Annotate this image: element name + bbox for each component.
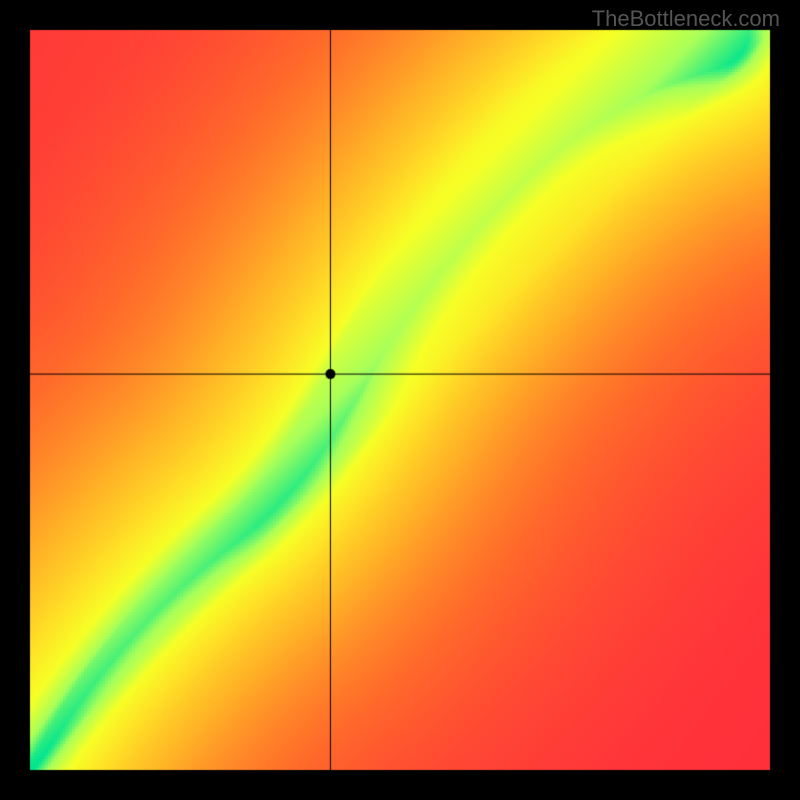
bottleneck-heatmap [0,0,800,800]
chart-frame: TheBottleneck.com [0,0,800,800]
watermark-text: TheBottleneck.com [592,6,780,32]
